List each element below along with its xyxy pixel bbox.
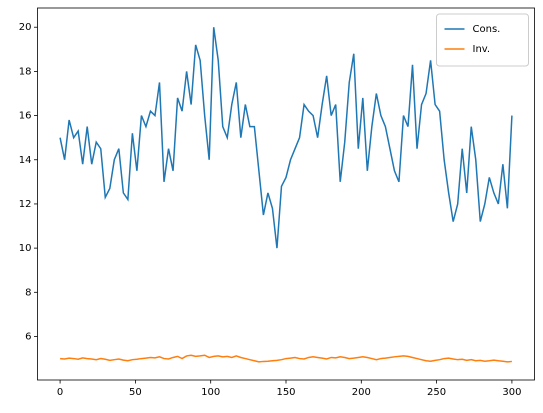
x-tick-label: 0 <box>57 387 63 398</box>
legend-label: Inv. <box>473 44 491 55</box>
y-tick-label: 6 <box>25 331 31 342</box>
x-tick-label: 200 <box>352 387 371 398</box>
x-tick-label: 50 <box>129 387 142 398</box>
x-tick-label: 150 <box>276 387 295 398</box>
y-tick-label: 10 <box>19 243 32 254</box>
line-series <box>60 354 512 363</box>
y-tick-label: 16 <box>19 111 32 122</box>
line-series <box>59 27 513 249</box>
x-tick-label: 100 <box>201 387 220 398</box>
y-tick-label: 12 <box>19 199 32 210</box>
x-tick-label: 250 <box>427 387 446 398</box>
axes-frame <box>37 7 535 381</box>
y-tick-label: 14 <box>19 155 32 166</box>
y-tick-label: 20 <box>19 22 32 33</box>
y-tick-label: 8 <box>25 287 31 298</box>
legend-label: Cons. <box>473 24 501 35</box>
x-tick-label: 300 <box>502 387 521 398</box>
y-tick-label: 18 <box>19 66 32 77</box>
legend-box <box>436 13 529 67</box>
